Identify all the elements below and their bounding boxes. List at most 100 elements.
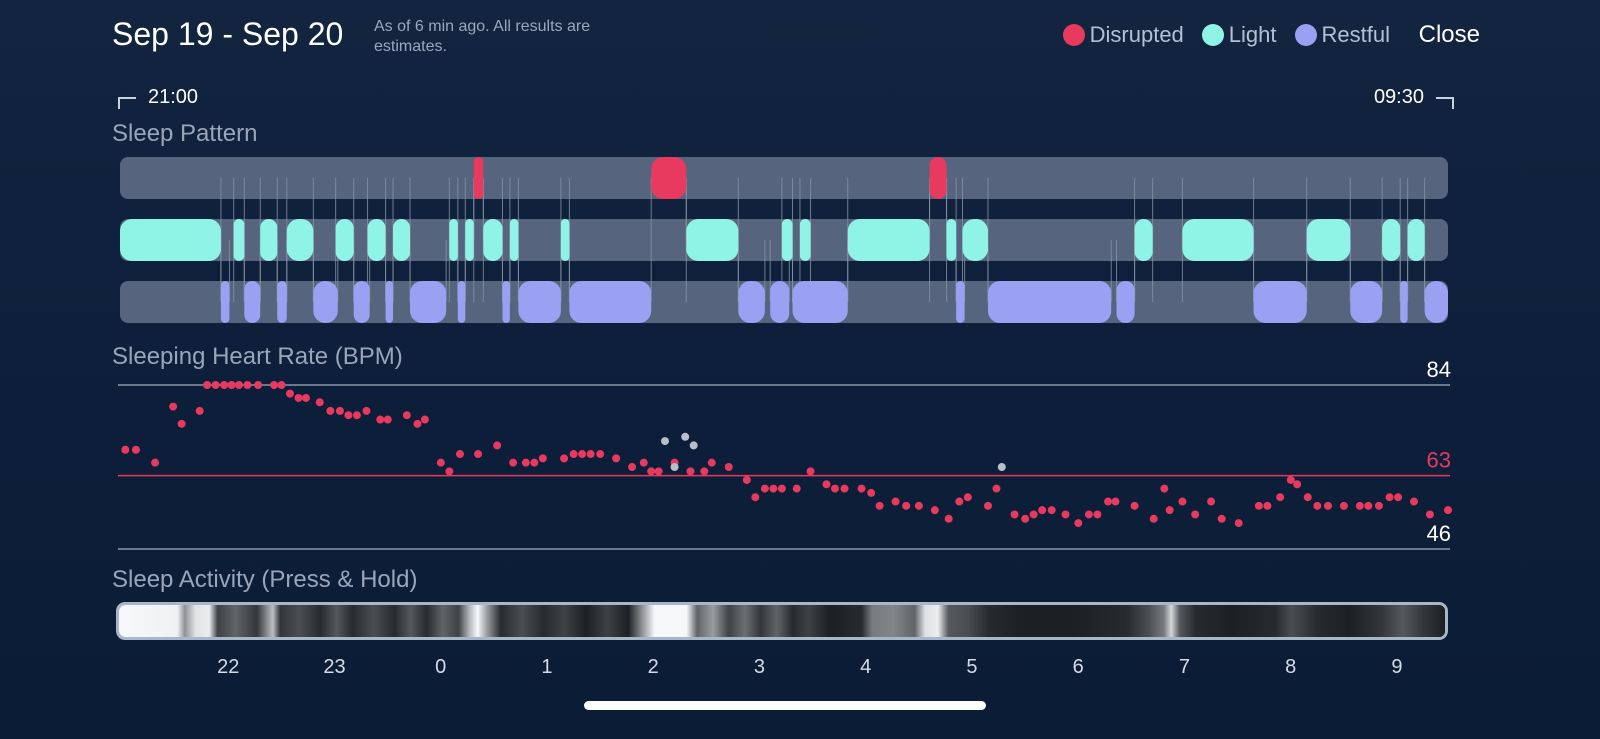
heart-rate-point bbox=[509, 458, 518, 467]
heart-rate-point bbox=[445, 467, 454, 476]
heart-rate-point bbox=[352, 411, 361, 420]
legend-item-light: Light bbox=[1201, 22, 1277, 48]
reference-label: 46 bbox=[1427, 521, 1451, 546]
heart-rate-point bbox=[963, 493, 972, 502]
segment-restful bbox=[518, 281, 561, 323]
heart-rate-point bbox=[376, 415, 385, 424]
segment-restful bbox=[956, 281, 965, 323]
heart-rate-point bbox=[1191, 510, 1200, 519]
heart-rate-point bbox=[681, 432, 690, 441]
sleep-pattern-title: Sleep Pattern bbox=[112, 120, 258, 147]
segment-light bbox=[1306, 219, 1351, 261]
heart-rate-point bbox=[1385, 493, 1394, 502]
restful-dot-icon bbox=[1294, 24, 1317, 46]
sleep-pattern-chart[interactable] bbox=[0, 0, 1600, 340]
x-tick-label: 5 bbox=[966, 656, 978, 678]
page-title: Sep 19 - Sep 20 bbox=[112, 16, 344, 52]
heart-rate-point bbox=[151, 458, 160, 467]
sleep-activity-bar[interactable] bbox=[116, 602, 1448, 640]
sleep-activity-heat bbox=[119, 605, 1445, 637]
segment-restful bbox=[277, 281, 287, 323]
heart-rate-point bbox=[955, 497, 964, 506]
legend-label: Light bbox=[1228, 22, 1277, 47]
heart-rate-point bbox=[402, 411, 411, 420]
heart-rate-point bbox=[1165, 506, 1174, 515]
heart-rate-point bbox=[1021, 514, 1030, 523]
heart-rate-point bbox=[1339, 501, 1348, 510]
segment-restful bbox=[569, 281, 652, 323]
heart-rate-point bbox=[285, 389, 294, 398]
heart-rate-point bbox=[243, 381, 252, 389]
x-tick-label: 22 bbox=[217, 656, 240, 678]
heart-rate-point bbox=[254, 381, 263, 389]
heart-rate-point bbox=[1234, 519, 1243, 528]
segment-restful bbox=[313, 281, 338, 323]
heart-rate-point bbox=[169, 402, 178, 411]
heart-rate-point bbox=[670, 463, 679, 471]
legend-label: Restful bbox=[1321, 22, 1390, 47]
heart-rate-point bbox=[654, 467, 663, 476]
heart-rate-point bbox=[875, 501, 884, 510]
heart-rate-point bbox=[944, 514, 953, 523]
heart-rate-point bbox=[344, 411, 353, 420]
heart-rate-point bbox=[1263, 501, 1272, 510]
segment-disrupted bbox=[651, 157, 687, 199]
heart-rate-point bbox=[1207, 497, 1216, 506]
heart-rate-point bbox=[1111, 497, 1120, 506]
heart-rate-point bbox=[413, 419, 422, 428]
x-tick-label: 0 bbox=[435, 656, 447, 678]
heart-rate-point bbox=[707, 458, 716, 467]
segment-light bbox=[1134, 219, 1153, 261]
segment-restful bbox=[738, 281, 765, 323]
segment-light bbox=[483, 219, 503, 261]
segment-light bbox=[799, 219, 811, 261]
heart-rate-point bbox=[661, 437, 670, 446]
heart-rate-point bbox=[121, 445, 130, 454]
light-dot-icon bbox=[1201, 24, 1224, 46]
segment-light bbox=[962, 219, 988, 261]
segment-light bbox=[449, 219, 458, 261]
heart-rate-point bbox=[270, 381, 279, 389]
heart-rate-point bbox=[211, 381, 220, 389]
reference-label: 63 bbox=[1427, 448, 1451, 473]
disrupted-dot-icon bbox=[1062, 24, 1085, 46]
heart-rate-point bbox=[326, 406, 335, 415]
heart-rate-point bbox=[891, 497, 900, 506]
heart-rate-title: Sleeping Heart Rate (BPM) bbox=[112, 343, 403, 370]
legend-label: Disrupted bbox=[1089, 22, 1184, 47]
heart-rate-point bbox=[760, 484, 769, 493]
segment-restful bbox=[1424, 281, 1448, 323]
close-button[interactable]: Close bbox=[1418, 21, 1480, 48]
heart-rate-point bbox=[1410, 497, 1419, 506]
segment-restful bbox=[987, 281, 1112, 323]
heart-rate-point bbox=[840, 484, 849, 493]
segment-light bbox=[335, 219, 354, 261]
segment-restful bbox=[385, 281, 394, 323]
heart-rate-point bbox=[474, 450, 483, 459]
segment-light bbox=[260, 219, 278, 261]
segment-restful bbox=[220, 281, 230, 323]
segment-light bbox=[847, 219, 930, 261]
heart-rate-point bbox=[983, 501, 992, 510]
heart-rate-point bbox=[689, 441, 698, 450]
segment-light bbox=[781, 219, 793, 261]
heart-rate-point bbox=[997, 463, 1006, 471]
heart-rate-point bbox=[301, 393, 310, 402]
home-indicator[interactable] bbox=[584, 701, 986, 710]
start-time: 21:00 bbox=[118, 86, 198, 109]
heart-rate-point bbox=[1374, 501, 1383, 510]
segment-light bbox=[120, 219, 221, 261]
heart-rate-point bbox=[1047, 506, 1056, 515]
end-time: 09:30 bbox=[1374, 86, 1454, 109]
x-tick-label: 2 bbox=[647, 656, 659, 678]
heart-rate-point bbox=[383, 415, 392, 424]
segment-restful bbox=[1400, 281, 1408, 323]
heart-rate-point bbox=[647, 467, 656, 476]
heart-rate-point bbox=[1149, 514, 1158, 523]
segment-restful bbox=[353, 281, 370, 323]
heart-rate-point bbox=[596, 450, 605, 459]
segment-light bbox=[233, 219, 245, 261]
heart-rate-point bbox=[277, 381, 286, 389]
segment-restful bbox=[502, 281, 510, 323]
segment-disrupted bbox=[929, 157, 947, 199]
